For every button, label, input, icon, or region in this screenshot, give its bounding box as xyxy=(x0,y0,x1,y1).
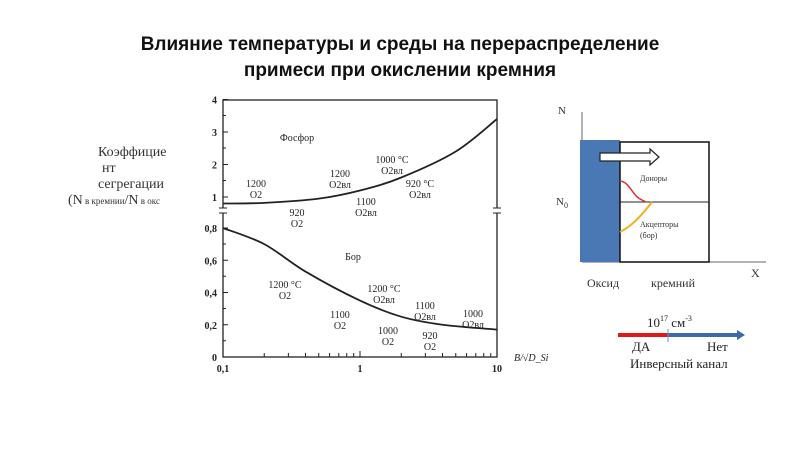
acceptor-profile xyxy=(619,201,653,233)
curve-annotation: O2вл xyxy=(414,312,436,323)
y-tick-label: 2 xyxy=(212,161,217,172)
boron-curve xyxy=(222,227,498,331)
y-label-n2: /N xyxy=(124,193,139,208)
axis-break-gap xyxy=(493,208,501,213)
phosphorus-curve xyxy=(222,118,498,205)
curve-annotation: O2вл xyxy=(355,208,377,219)
oxide-label: Оксид xyxy=(587,276,619,290)
slide-title: Влияние температуры и среды на перераспр… xyxy=(0,32,800,84)
silicon-label: кремний xyxy=(651,276,696,290)
curve-annotation: Фосфор xyxy=(280,133,314,144)
curve-annotation: O2 xyxy=(291,219,303,230)
curve-annotation: 1200 xyxy=(246,179,266,190)
x-axis-label: B/√D_Si xyxy=(514,353,549,364)
curve-annotation: O2 xyxy=(250,190,262,201)
curve-annotation: 1200 °C xyxy=(367,284,400,295)
y-tick-label: 0,6 xyxy=(205,256,218,267)
y-tick-label: 1 xyxy=(212,193,217,204)
x-tick-label: 0,1 xyxy=(217,364,230,375)
title-line-2: примеси при окислении кремния xyxy=(243,60,557,81)
donor-profile xyxy=(619,180,647,203)
yes-label: ДА xyxy=(632,339,651,354)
y-axis-label: Коэффицие нт сегрегации (N в кремнии/N в… xyxy=(60,145,210,209)
title-line-1: Влияние температуры и среды на перераспр… xyxy=(140,34,660,55)
curve-annotation: O2вл xyxy=(381,166,403,177)
curve-annotation: O2вл xyxy=(409,190,431,201)
y-label-n: (N xyxy=(68,193,83,208)
x-axis-label: X xyxy=(751,266,760,280)
curve-annotation: O2 xyxy=(424,342,436,353)
y-label-line-4: (N в кремнии/N в окс xyxy=(60,193,210,209)
arrow-right-icon xyxy=(737,330,745,340)
yes-bar xyxy=(618,333,668,337)
y-tick-label: 0,2 xyxy=(205,321,218,332)
y-tick-label: 0,4 xyxy=(205,289,218,300)
curve-annotation: 1200 °C xyxy=(268,280,301,291)
n0-label: N0 xyxy=(556,196,568,210)
curve-annotation: O2вл xyxy=(462,320,484,331)
curve-annotation: 1100 xyxy=(415,301,435,312)
curve-annotation: O2вл xyxy=(373,295,395,306)
curve-annotation: 920 xyxy=(290,208,305,219)
curve-annotation: 1000 °C xyxy=(375,155,408,166)
inversion-channel-label: Инверсный канал xyxy=(630,356,728,371)
x-tick-label: 1 xyxy=(358,364,363,375)
threshold-label: 1017 см-3 xyxy=(647,314,692,330)
curve-annotation: O2 xyxy=(334,321,346,332)
y-label-sub-oxide: в окс xyxy=(138,196,160,206)
curve-annotation: 920 xyxy=(423,331,438,342)
curve-annotation: 1200 xyxy=(330,169,350,180)
y-label-sub-silicon: в кремнии xyxy=(82,196,125,206)
curve-annotation: O2вл xyxy=(329,180,351,191)
axis-break-gap xyxy=(219,208,227,213)
curve-annotation: 1100 xyxy=(356,197,376,208)
no-label: Нет xyxy=(707,339,728,354)
curve-annotation: O2 xyxy=(382,337,394,348)
acceptors-label: Акцепторы xyxy=(640,220,679,229)
no-bar xyxy=(668,333,738,337)
y-tick-label: 0 xyxy=(212,353,217,364)
y-label-line-3: сегрегации xyxy=(98,177,164,192)
y-tick-label: 0,8 xyxy=(205,224,218,235)
n-axis-label: N xyxy=(558,105,566,117)
curve-annotation: 1100 xyxy=(330,310,350,321)
y-tick-label: 4 xyxy=(212,96,217,107)
x-tick-label: 10 xyxy=(492,364,502,375)
diffusion-arrow-icon xyxy=(599,147,660,167)
curve-annotation: 920 °C xyxy=(406,179,434,190)
acceptors-boron-label: (бор) xyxy=(640,231,658,240)
curve-annotation: O2 xyxy=(279,291,291,302)
y-label-line-1: Коэффицие xyxy=(98,145,167,160)
y-label-line-2: нт xyxy=(102,161,116,176)
curve-annotation: 1000 xyxy=(463,309,483,320)
curve-annotation: Бор xyxy=(345,252,361,263)
curve-annotation: 1000 xyxy=(378,326,398,337)
y-tick-label: 3 xyxy=(212,128,217,139)
donors-label: Доноры xyxy=(640,174,668,183)
